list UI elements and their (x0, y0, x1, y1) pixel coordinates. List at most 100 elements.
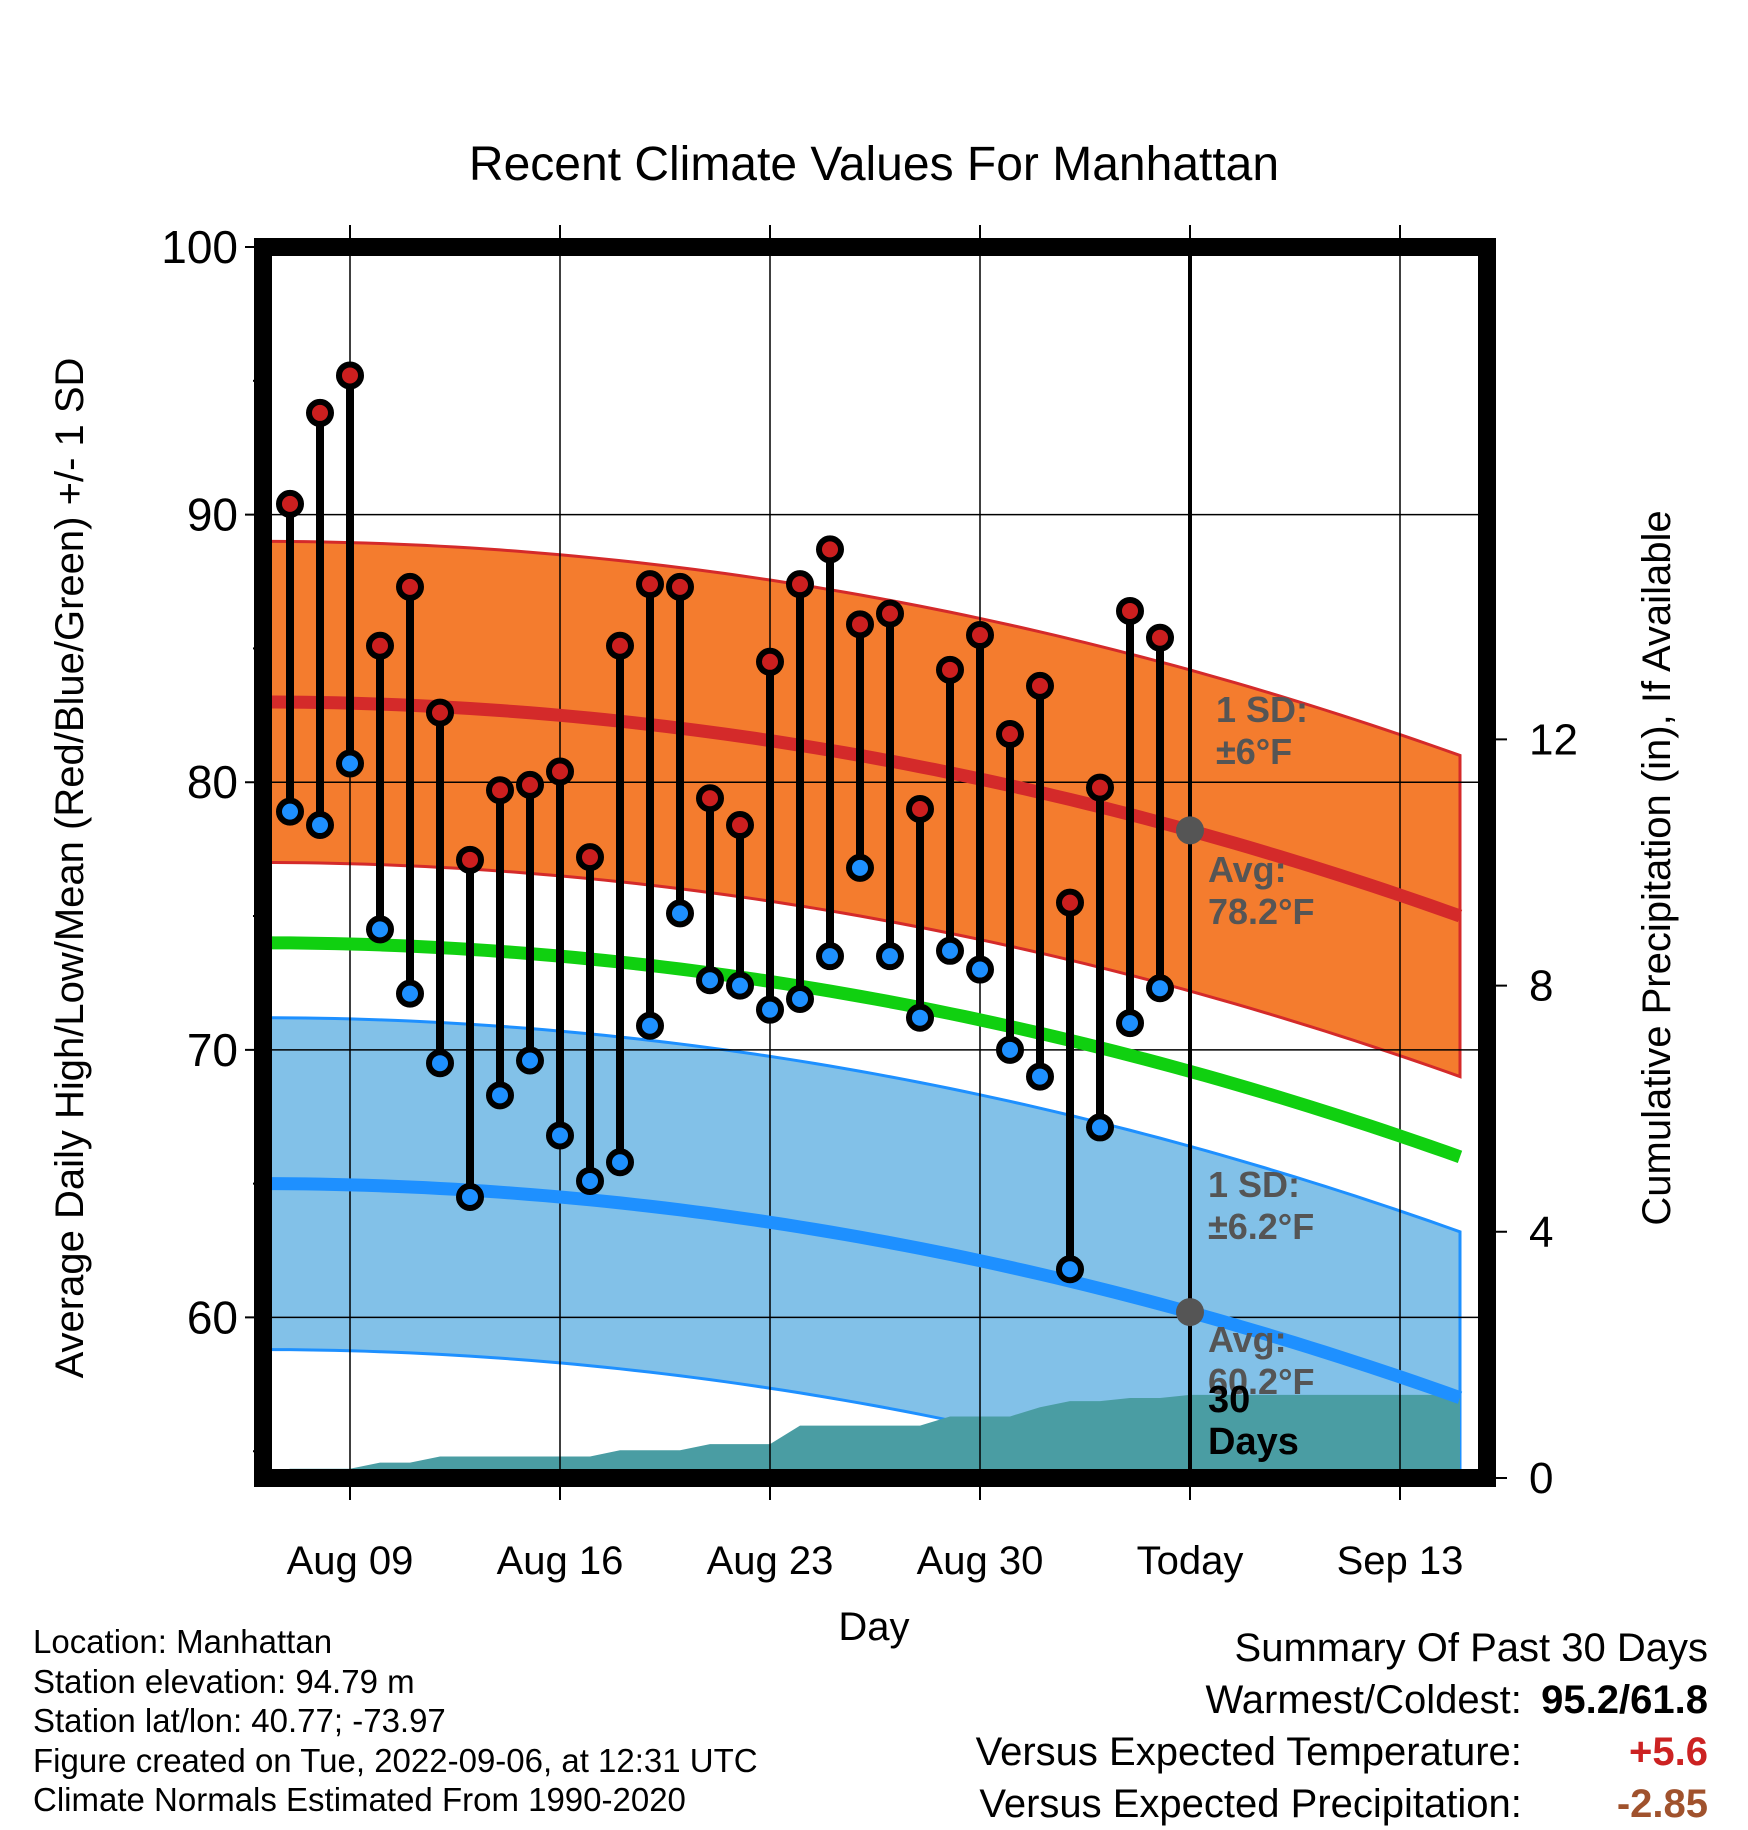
low-point (306, 811, 334, 840)
y-tick-label: 70 (187, 1024, 238, 1076)
high-point (846, 610, 874, 639)
y-tick-label: 90 (187, 489, 238, 541)
low-point (1146, 974, 1174, 1003)
x-tick-label: Today (1137, 1539, 1244, 1583)
y-tick-label: 60 (187, 1291, 238, 1343)
low-point (726, 971, 754, 1000)
temp-row: Versus Expected Temperature: +5.6 (976, 1726, 1708, 1778)
high-point (426, 698, 454, 727)
y-axis-label: Average Daily High/Low/Mean (Red/Blue/Gr… (48, 358, 92, 1379)
low-point (276, 797, 304, 826)
low-avg-annotation: 60.2°F (1208, 1361, 1314, 1402)
precip-days-annotation: Days (1208, 1421, 1299, 1463)
high-point (576, 843, 604, 872)
high-point (696, 784, 724, 813)
summary-title: Summary Of Past 30 Days (1234, 1626, 1708, 1670)
low-point (666, 899, 694, 928)
low-point (1116, 1009, 1144, 1038)
x-tick-label: Aug 30 (917, 1539, 1044, 1583)
low-point (546, 1121, 574, 1150)
precip-label: Versus Expected Precipitation: (979, 1782, 1522, 1826)
chart-title: Recent Climate Values For Manhattan (469, 138, 1279, 191)
high-point (1116, 596, 1144, 625)
low-point (906, 1003, 934, 1032)
low-point (486, 1081, 514, 1110)
low-point (996, 1035, 1024, 1064)
high-avg-annotation: Avg: (1208, 849, 1287, 890)
low-point (516, 1046, 544, 1075)
y2-tick-label: 0 (1529, 1454, 1553, 1503)
precip-days-annotation: 30 (1208, 1379, 1250, 1421)
high-avg-annotation: 78.2°F (1208, 891, 1314, 932)
x-tick-label: Aug 09 (287, 1539, 414, 1583)
high-point (756, 647, 784, 676)
warm-cold-label: Warmest/Coldest: (1205, 1678, 1522, 1722)
high-point (606, 631, 634, 660)
today-high-avg-dot (1176, 816, 1204, 845)
high-point (666, 572, 694, 601)
y-tick-label: 100 (161, 221, 238, 273)
high-point (276, 489, 304, 518)
warm-cold-value: 95.2/61.8 (1541, 1678, 1708, 1722)
y2-tick-label: 8 (1529, 962, 1553, 1011)
plot-frame (254, 238, 1496, 1487)
high-point (486, 776, 514, 805)
high-point (876, 599, 904, 628)
station-info: Location: Manhattan Station elevation: 9… (33, 1622, 758, 1820)
high-point (996, 720, 1024, 749)
low-point (606, 1148, 634, 1177)
low-point (1056, 1255, 1084, 1284)
high-point (786, 570, 814, 599)
high-point (516, 770, 544, 799)
high-point (1026, 671, 1054, 700)
low-point (966, 955, 994, 984)
precip-area (263, 1394, 1460, 1478)
y2-axis-label: Cumulative Precipitation (in), If Availa… (1635, 510, 1679, 1225)
high-point (1086, 773, 1114, 802)
high-point (816, 535, 844, 564)
high-point (366, 631, 394, 660)
high-point (1146, 623, 1174, 652)
low-point (636, 1011, 664, 1040)
temp-value: +5.6 (1629, 1730, 1708, 1774)
high-point (456, 845, 484, 874)
low-point (756, 995, 784, 1024)
precip-value: -2.85 (1616, 1782, 1708, 1826)
high-point (936, 655, 964, 684)
x-tick-label: Aug 23 (707, 1539, 834, 1583)
y-tick-label: 80 (187, 756, 238, 808)
high-point (726, 811, 754, 840)
low-point (366, 915, 394, 944)
high-point (1056, 888, 1084, 917)
low-point (426, 1049, 454, 1078)
y2-tick-label: 12 (1529, 715, 1578, 764)
y2-tick-label: 4 (1529, 1208, 1553, 1257)
high-point (906, 794, 934, 823)
low-point (1086, 1113, 1114, 1142)
summary-panel: Summary Of Past 30 Days Warmest/Coldest:… (976, 1622, 1708, 1830)
created-text: Figure created on Tue, 2022-09-06, at 12… (33, 1741, 758, 1779)
low-point (336, 749, 364, 778)
mean-normal-line (263, 936, 1463, 1163)
low-sd-annotation: ±6.2°F (1208, 1206, 1314, 1247)
elevation-text: Station elevation: 94.79 m (33, 1662, 415, 1700)
low-point (786, 984, 814, 1013)
low-point (696, 966, 724, 995)
x-tick-label: Sep 13 (1337, 1539, 1464, 1583)
high-point (396, 572, 424, 601)
high-point (966, 621, 994, 650)
high-point (306, 398, 334, 427)
temp-label: Versus Expected Temperature: (975, 1730, 1522, 1774)
low-point (846, 853, 874, 882)
x-axis-label: Day (838, 1605, 909, 1649)
high-point (336, 361, 364, 390)
high-sd-annotation: ±6°F (1216, 731, 1292, 772)
today-low-avg-dot (1176, 1298, 1204, 1327)
low-point (876, 942, 904, 971)
x-tick-label: Aug 16 (497, 1539, 624, 1583)
low-point (576, 1166, 604, 1195)
low-avg-annotation: Avg: (1208, 1319, 1287, 1360)
high-sd-annotation: 1 SD: (1216, 689, 1308, 730)
